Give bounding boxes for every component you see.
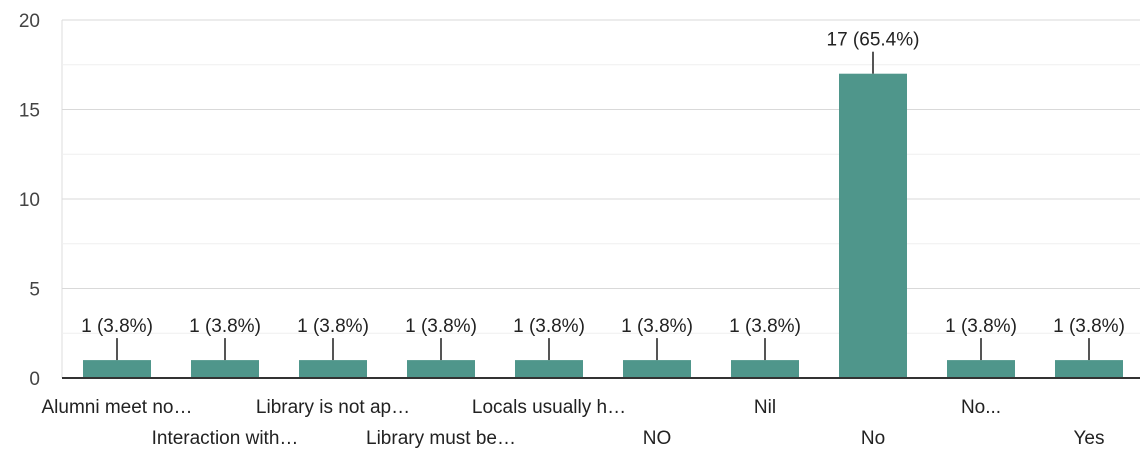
bar	[299, 360, 367, 378]
data-label: 1 (3.8%)	[1053, 316, 1125, 337]
bar	[947, 360, 1015, 378]
data-label: 1 (3.8%)	[81, 316, 153, 337]
data-label: 1 (3.8%)	[729, 316, 801, 337]
bar	[731, 360, 799, 378]
bar	[623, 360, 691, 378]
x-category-label: NO	[643, 428, 672, 449]
bar	[839, 73, 907, 378]
data-label: 1 (3.8%)	[621, 316, 693, 337]
y-tick-label: 15	[19, 101, 40, 122]
y-tick-label: 10	[19, 190, 40, 211]
x-category-label: Nil	[754, 397, 776, 418]
x-category-label: No	[861, 428, 885, 449]
bars	[83, 73, 1123, 378]
y-tick-label: 0	[29, 369, 40, 390]
data-label: 1 (3.8%)	[945, 316, 1017, 337]
x-category-label: Yes	[1074, 428, 1105, 449]
y-tick-label: 5	[29, 280, 40, 301]
x-category-label: Library must be…	[366, 428, 516, 449]
x-axis: Alumni meet no… Interaction with… Library …	[41, 377, 1140, 449]
bar	[515, 360, 583, 378]
x-category-label: Alumni meet no…	[41, 397, 192, 418]
data-label: 17 (65.4%)	[827, 30, 920, 51]
bar	[1055, 360, 1123, 378]
data-label: 1 (3.8%)	[513, 316, 585, 337]
x-category-label: Library is not ap…	[256, 397, 410, 418]
x-category-label: Locals usually h…	[472, 397, 626, 418]
y-axis: 0 5 10 15 20	[19, 11, 40, 390]
data-label: 1 (3.8%)	[189, 316, 261, 337]
data-label: 1 (3.8%)	[297, 316, 369, 337]
data-labels: 1 (3.8%) 1 (3.8%) 1 (3.8%) 1 (3.8%) 1 (3.8%)…	[81, 30, 1125, 337]
bar	[407, 360, 475, 378]
y-tick-label: 20	[19, 11, 40, 32]
x-category-label: Interaction with…	[152, 428, 299, 449]
data-label: 1 (3.8%)	[405, 316, 477, 337]
x-category-label: No...	[961, 397, 1001, 418]
bar	[83, 360, 151, 378]
label-leaders	[116, 51, 1090, 361]
bar	[191, 360, 259, 378]
